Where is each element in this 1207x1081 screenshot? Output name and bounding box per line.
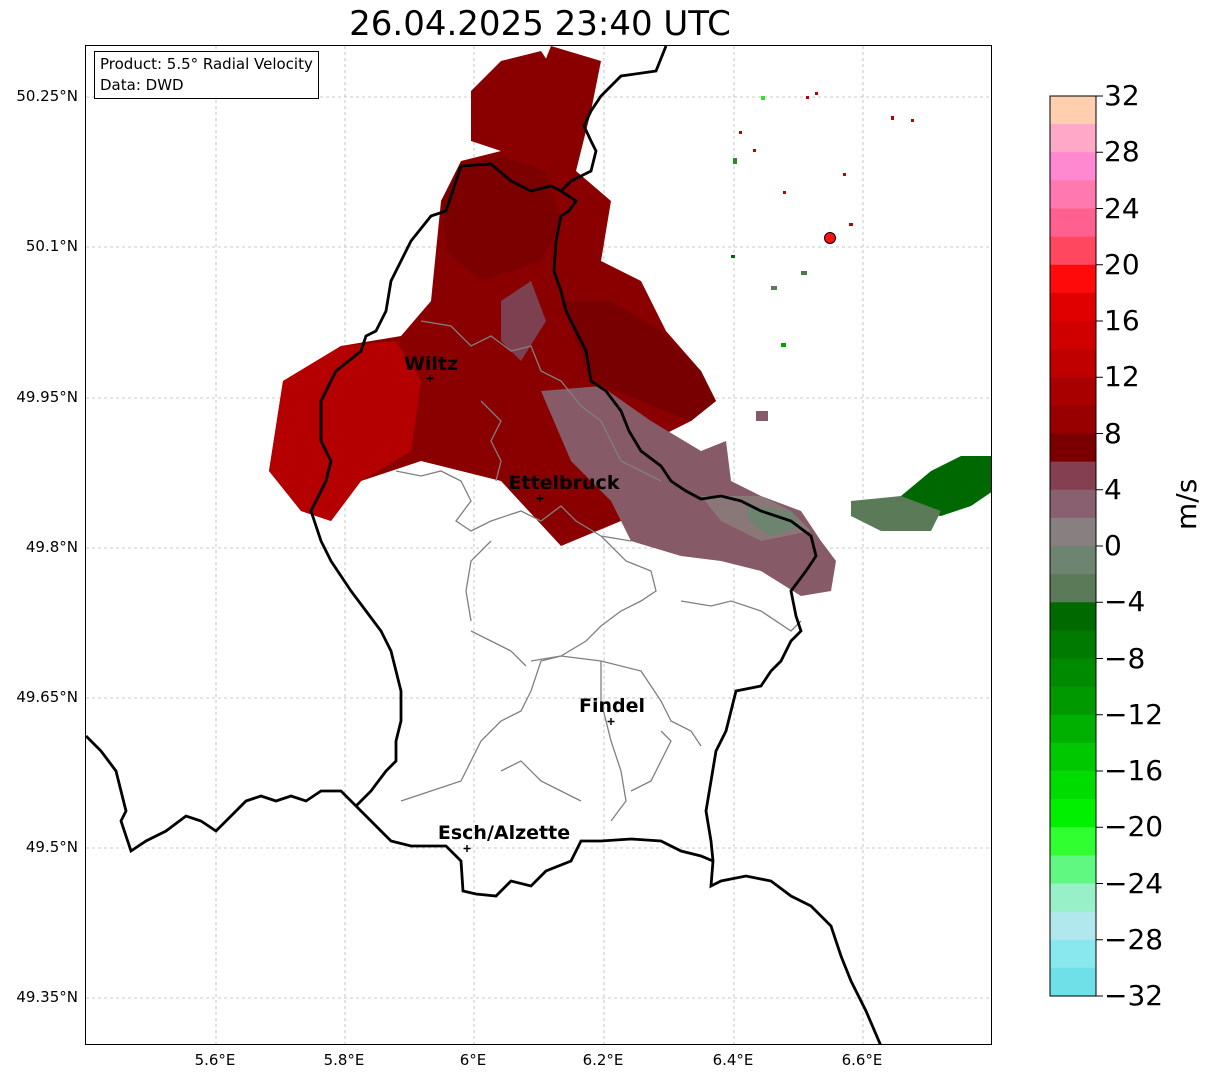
colorbar-tick-label: 20: [1104, 247, 1140, 281]
colorbar-swatch: [1050, 180, 1096, 210]
lat-label: 49.35°N: [16, 988, 78, 1006]
colorbar-swatch: [1050, 714, 1096, 744]
country-borders: [86, 46, 882, 1044]
city-label-ettelbruck: Ettelbruck: [509, 472, 620, 494]
colorbar-swatch: [1050, 321, 1096, 350]
colorbar-tick-label: −32: [1104, 979, 1164, 1012]
colorbar-swatch: [1050, 883, 1096, 913]
city-marker-icon: [426, 375, 434, 382]
colorbar-tick-label: 4: [1104, 472, 1122, 506]
colorbar-swatch: [1050, 264, 1096, 294]
colorbar-swatch: [1050, 855, 1096, 885]
colorbar-swatch: [1050, 799, 1096, 828]
lon-label: 6°E: [459, 1051, 487, 1069]
lon-label: 5.6°E: [194, 1051, 236, 1069]
colorbar-swatch: [1050, 236, 1096, 266]
colorbar-tick-label: 28: [1104, 135, 1140, 169]
colorbar-swatch: [1050, 377, 1096, 406]
radar-echoes-negative: [731, 96, 991, 536]
colorbar-swatch: [1050, 546, 1096, 575]
colorbar-tick-label: −20: [1104, 810, 1164, 844]
map-title: 26.04.2025 23:40 UTC: [349, 4, 731, 44]
city-label-esch-alzette: Esch/Alzette: [438, 822, 570, 844]
data-source-label: Data: DWD: [100, 76, 184, 94]
city-marker-icon: [607, 718, 615, 725]
colorbar-swatch: [1050, 630, 1096, 660]
product-label: Product: 5.5° Radial Velocity: [100, 55, 313, 73]
colorbar-tick-label: 8: [1104, 416, 1122, 450]
colorbar-swatch: [1050, 292, 1096, 322]
lat-label: 50.1°N: [25, 237, 78, 255]
city-marker-icon: [463, 845, 471, 852]
colorbar-tick-label: −24: [1104, 866, 1164, 900]
colorbar-swatch: [1050, 489, 1096, 519]
colorbar-tick-label: −8: [1104, 641, 1146, 675]
colorbar-swatch: [1050, 517, 1096, 547]
colorbar-tick-label: −4: [1104, 585, 1146, 619]
colorbar-swatch: [1050, 686, 1096, 716]
colorbar-swatch: [1050, 152, 1096, 181]
product-info-box: Product: 5.5° Radial Velocity Data: DWD: [94, 51, 319, 99]
district-borders: [395, 320, 802, 822]
colorbar-swatch: [1050, 208, 1096, 238]
map-area[interactable]: Wiltz Ettelbruck Findel Esch/Alzette: [85, 45, 992, 1045]
colorbar-outline: [1049, 95, 1097, 997]
city-label-wiltz: Wiltz: [404, 353, 458, 375]
city-markers: Wiltz Ettelbruck Findel Esch/Alzette: [404, 353, 645, 852]
lat-label: 49.95°N: [16, 388, 78, 406]
colorbar-swatch: [1050, 771, 1096, 800]
colorbar-tick-label: 32: [1104, 79, 1140, 112]
lon-label: 6.2°E: [582, 1051, 624, 1069]
colorbar-unit: m/s: [1170, 478, 1203, 530]
colorbar-tick-label: −28: [1104, 922, 1164, 956]
city-marker-icon: [536, 495, 544, 502]
colorbar-ticks: [1096, 95, 1103, 997]
colorbar-swatch: [1050, 96, 1096, 125]
lon-label: 5.8°E: [323, 1051, 365, 1069]
colorbar-tick-label: 16: [1104, 304, 1140, 337]
colorbar-swatch: [1050, 574, 1096, 603]
lon-label: 6.6°E: [841, 1051, 883, 1069]
colorbar-swatch: [1050, 967, 1096, 997]
map-canvas: Wiltz Ettelbruck Findel Esch/Alzette: [86, 46, 991, 1044]
colorbar-swatch: [1050, 911, 1096, 941]
radar-site-icon: [824, 232, 836, 244]
lat-label: 49.8°N: [25, 538, 78, 556]
colorbar-swatch: [1050, 602, 1096, 631]
colorbar-swatch: [1050, 349, 1096, 378]
lat-label: 49.65°N: [16, 688, 78, 706]
colorbar-tick-label: 12: [1104, 360, 1140, 394]
colorbar-tick-label: −16: [1104, 754, 1164, 787]
colorbar-swatch: [1050, 461, 1096, 491]
colorbar-swatch: [1050, 405, 1096, 435]
lon-label: 6.4°E: [712, 1051, 754, 1069]
colorbar-swatches: [1050, 96, 1096, 997]
colorbar-swatch: [1050, 433, 1096, 463]
colorbar-swatch: [1050, 658, 1096, 688]
city-label-findel: Findel: [579, 695, 645, 717]
colorbar-tick-label: 24: [1104, 191, 1140, 225]
colorbar-swatch: [1050, 124, 1096, 153]
colorbar-tick-label: 0: [1104, 529, 1122, 562]
colorbar-swatch: [1050, 742, 1096, 772]
lat-label: 50.25°N: [16, 87, 78, 105]
colorbar-tick-label: −12: [1104, 697, 1164, 731]
lat-label: 49.5°N: [25, 838, 78, 856]
radar-speckles: [739, 92, 914, 226]
colorbar-swatch: [1050, 939, 1096, 969]
colorbar-swatch: [1050, 827, 1096, 856]
